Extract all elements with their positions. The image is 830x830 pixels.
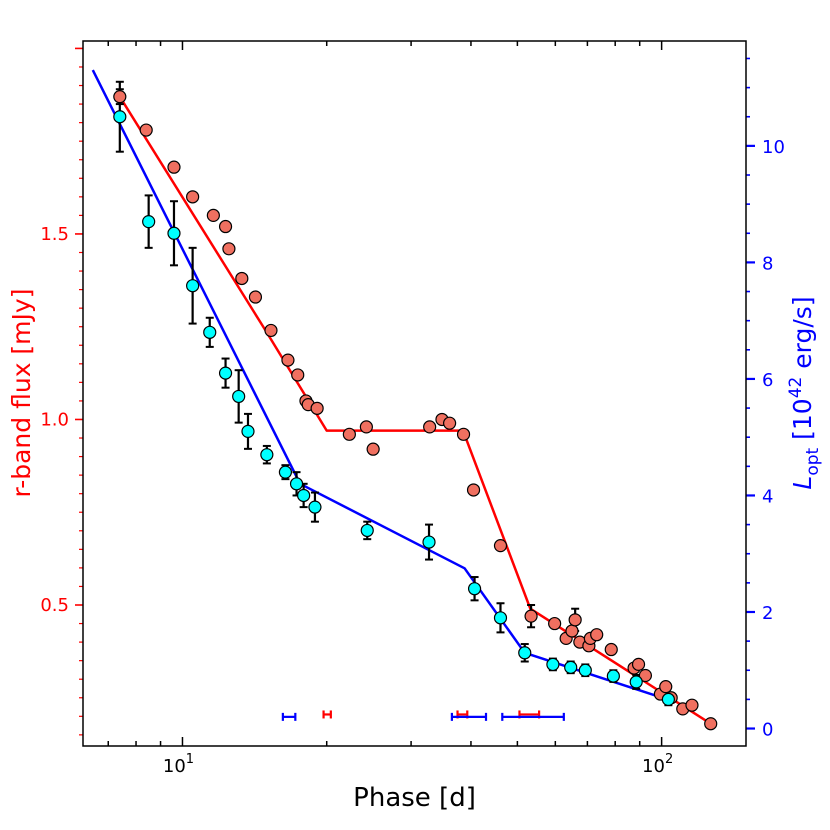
flux-point [113, 90, 127, 104]
flux-point [291, 368, 305, 382]
x-tick-label: 101 [163, 752, 194, 777]
left-axis-label: r-band flux [mJy] [7, 289, 36, 498]
plot-frame [82, 40, 747, 747]
luminosity-point [167, 226, 181, 240]
luminosity-point [278, 465, 293, 479]
luminosity-point [142, 215, 156, 229]
luminosity-point [186, 279, 200, 293]
right-axis-label-base: L [788, 476, 817, 490]
luminosity-point [113, 110, 127, 124]
right-axis-label-sub: opt [803, 447, 823, 475]
x-tick-label-base: 10 [642, 756, 665, 777]
luminosity-point [422, 535, 436, 549]
right-axis-label-rest: [10 [788, 398, 817, 448]
left-tick-label: 1.5 [40, 224, 69, 245]
flux-point [235, 271, 249, 286]
flux-point [281, 353, 295, 367]
flux-point [366, 442, 380, 456]
luminosity-point [218, 366, 233, 380]
right-tick-label: 2 [762, 603, 773, 624]
flux-point [342, 427, 356, 441]
horizontal-bar [501, 712, 565, 721]
flux-point [359, 420, 373, 434]
luminosity-point [467, 582, 482, 596]
right-tick-label: 6 [762, 370, 773, 391]
flux-point [456, 427, 471, 441]
flux-point [631, 657, 646, 671]
x-tick-label-base: 10 [163, 756, 186, 777]
luminosity-point [629, 675, 643, 689]
flux-point [264, 323, 278, 338]
right-axis-label: Lopt [1042 erg/s] [786, 296, 823, 489]
right-tick-label: 4 [762, 486, 773, 507]
flux-point [139, 123, 153, 137]
horizontal-bar [281, 712, 297, 721]
luminosity-point [232, 389, 246, 404]
flux-point [604, 642, 618, 657]
flux-point [466, 483, 481, 497]
flux-point [493, 539, 508, 553]
flux-point [206, 208, 220, 222]
flux-point [704, 717, 718, 731]
horizontal-bar [450, 712, 488, 721]
x-tick-label-exponent: 2 [665, 752, 673, 767]
luminosity-point [606, 669, 620, 683]
flux-point [167, 160, 181, 174]
luminosity-point [578, 663, 592, 677]
flux-point [248, 290, 263, 304]
right-tick-label: 8 [762, 253, 773, 274]
flux-point [310, 401, 324, 415]
luminosity-point [297, 488, 311, 503]
flux-point [565, 624, 579, 638]
luminosity-point [546, 657, 560, 672]
flux-point [186, 190, 200, 204]
flux-point [222, 242, 236, 256]
flux-point [218, 219, 233, 234]
left-tick-label: 0.5 [40, 595, 69, 616]
luminosity-point [564, 660, 578, 674]
x-tick-label-exponent: 1 [186, 752, 194, 767]
flux-point [548, 616, 562, 631]
x-axis-label: Phase [d] [353, 783, 476, 813]
right-axis-label-end: erg/s] [788, 296, 817, 376]
flux-point [568, 613, 582, 627]
flux-point [685, 698, 699, 712]
luminosity-point [360, 523, 374, 538]
flux-model-line [118, 96, 712, 725]
flux-point [659, 680, 673, 694]
flux-point [524, 609, 538, 623]
flux-point [590, 628, 604, 642]
luminosity-point [289, 477, 304, 491]
luminosity-point [308, 500, 322, 514]
flux-point [423, 420, 437, 434]
luminosity-point [203, 325, 217, 339]
luminosity-point [661, 692, 675, 706]
luminosity-point [493, 611, 508, 625]
x-tick-label: 102 [642, 752, 673, 777]
chart-marks [91, 69, 718, 731]
left-tick-label: 1.0 [40, 409, 69, 430]
right-tick-label: 0 [762, 720, 773, 741]
right-axis-label-sup: 42 [786, 377, 806, 399]
horizontal-bar [322, 710, 332, 719]
right-tick-label: 10 [762, 137, 785, 158]
luminosity-point [518, 646, 532, 660]
luminosity-point [241, 424, 255, 438]
flux-point [443, 416, 457, 430]
flux-point [638, 668, 653, 683]
luminosity-point [260, 448, 274, 462]
